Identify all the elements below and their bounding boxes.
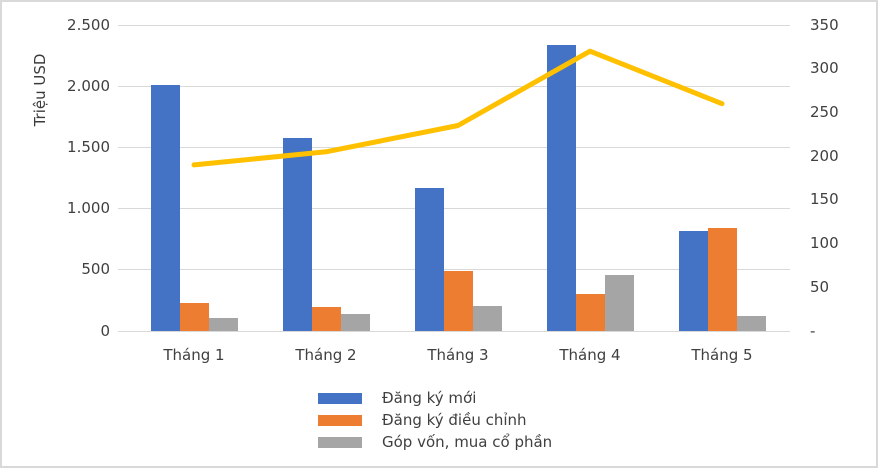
line-series xyxy=(191,48,725,168)
right-axis-tick-label: 350 xyxy=(810,15,839,34)
bar xyxy=(311,306,341,331)
x-axis-label: Tháng 5 xyxy=(691,346,753,364)
x-axis-label: Tháng 3 xyxy=(427,346,489,364)
x-axis-label: Tháng 4 xyxy=(559,346,621,364)
right-axis-tick-label: 250 xyxy=(810,102,839,121)
legend-item-label: Góp vốn, mua cổ phần xyxy=(382,433,553,451)
legend-swatch xyxy=(318,392,362,404)
left-axis-tick-label: 2.500 xyxy=(67,15,110,34)
legend-item-label: Đăng ký mới xyxy=(382,389,477,407)
gridline xyxy=(118,24,790,26)
right-axis-tick-label: 50 xyxy=(810,277,830,296)
bar xyxy=(282,137,312,331)
left-axis-tick-label: 1.000 xyxy=(67,199,110,218)
bar xyxy=(604,274,634,331)
bar xyxy=(575,294,605,331)
bar xyxy=(150,84,180,331)
bar xyxy=(472,305,502,331)
right-axis-tick-label: 200 xyxy=(810,146,839,165)
right-axis-tick-label: 150 xyxy=(810,190,839,209)
bar xyxy=(340,313,370,331)
legend-swatch xyxy=(318,414,362,426)
left-axis-tick-label: 500 xyxy=(81,260,110,279)
gridline xyxy=(118,85,790,87)
bar xyxy=(707,227,737,331)
gridline xyxy=(118,330,790,332)
gridline xyxy=(118,208,790,210)
gridline xyxy=(118,146,790,148)
x-axis-label: Tháng 2 xyxy=(295,346,357,364)
bar xyxy=(414,187,444,331)
line-series-path xyxy=(191,48,725,168)
bar xyxy=(208,317,238,331)
left-axis-tick-label: 0 xyxy=(100,321,110,340)
bar xyxy=(736,316,766,331)
legend-item: Góp vốn, mua cổ phần xyxy=(318,431,552,453)
legend: Đăng ký mới Đăng ký điều chỉnh Góp vốn, mu… xyxy=(318,387,552,453)
bar xyxy=(443,271,473,331)
legend-swatch xyxy=(318,436,362,448)
bar xyxy=(678,230,708,331)
legend-item: Đăng ký điều chỉnh xyxy=(318,409,552,431)
right-axis-tick-label: - xyxy=(810,321,816,340)
left-axis-tick-label: 2.000 xyxy=(67,76,110,95)
x-axis-label: Tháng 1 xyxy=(163,346,225,364)
legend-item: Đăng ký mới xyxy=(318,387,552,409)
bar xyxy=(546,44,576,331)
right-axis-tick-label: 300 xyxy=(810,59,839,78)
bar xyxy=(179,302,209,331)
legend-item-label: Đăng ký điều chỉnh xyxy=(382,411,527,429)
gridline xyxy=(118,269,790,271)
right-axis-tick-label: 100 xyxy=(810,234,839,253)
left-axis-tick-label: 1.500 xyxy=(67,137,110,156)
